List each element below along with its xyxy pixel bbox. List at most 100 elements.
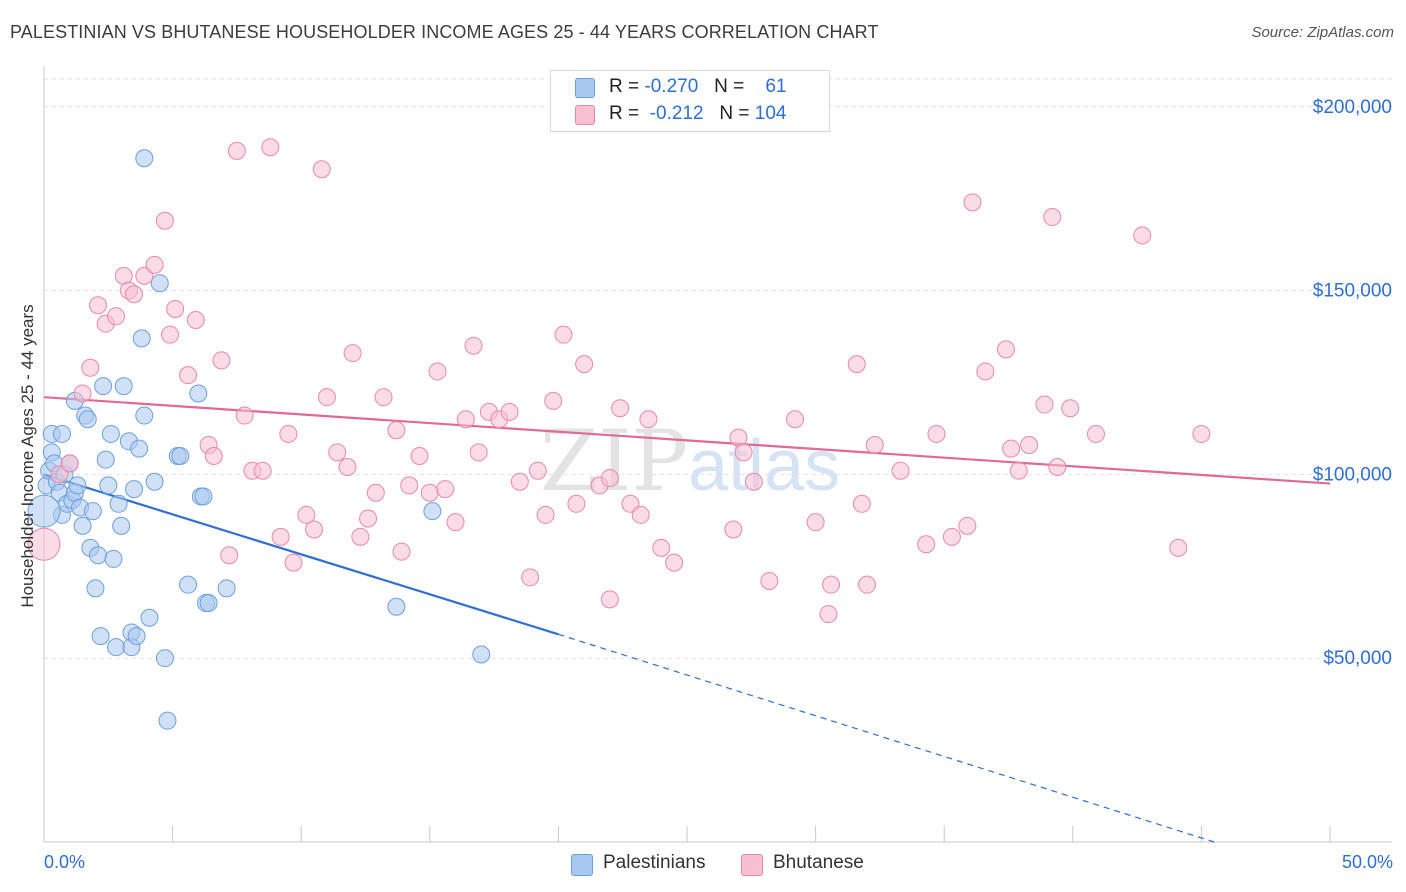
data-point-palestinians xyxy=(89,546,108,565)
y-tick-label: $100,000 xyxy=(1313,464,1392,485)
data-point-bhutanese xyxy=(212,351,231,370)
legend-swatch-bhutanese xyxy=(741,854,763,876)
correlation-legend: R = -0.270 N = 61 R = -0.212 N = 104 xyxy=(550,70,830,132)
data-point-palestinians xyxy=(135,406,154,425)
data-point-palestinians xyxy=(83,502,102,521)
data-point-bhutanese xyxy=(724,520,743,539)
data-point-bhutanese xyxy=(575,355,594,374)
r-label: R = xyxy=(609,103,640,124)
data-point-palestinians xyxy=(132,329,151,348)
data-point-palestinians xyxy=(101,424,120,443)
trend-extension-palestinians xyxy=(558,633,1215,843)
data-point-palestinians xyxy=(53,424,72,443)
data-point-bhutanese xyxy=(227,141,246,160)
data-point-bhutanese xyxy=(528,461,547,480)
r-value-palestinians: -0.270 xyxy=(644,76,699,97)
data-point-palestinians xyxy=(199,594,218,613)
data-point-palestinians xyxy=(96,450,115,469)
data-point-bhutanese xyxy=(235,406,254,425)
data-point-bhutanese xyxy=(1061,399,1080,418)
data-point-bhutanese xyxy=(652,538,671,557)
data-point-bhutanese xyxy=(510,472,529,491)
data-point-bhutanese xyxy=(50,465,69,484)
y-axis-label: Householder Income Ages 25 - 44 years xyxy=(18,304,37,608)
y-tick-label: $50,000 xyxy=(1323,648,1392,669)
data-point-bhutanese xyxy=(600,590,619,609)
data-point-bhutanese xyxy=(847,355,866,374)
data-point-bhutanese xyxy=(1009,461,1028,480)
data-point-bhutanese xyxy=(428,362,447,381)
watermark-zip: ZIP xyxy=(540,412,688,510)
data-point-bhutanese xyxy=(338,458,357,477)
data-point-bhutanese xyxy=(1086,424,1105,443)
data-point-bhutanese xyxy=(387,421,406,440)
legend-label-bhutanese: Bhutanese xyxy=(773,852,864,873)
data-point-bhutanese xyxy=(500,402,519,421)
data-point-palestinians xyxy=(112,516,131,535)
data-point-palestinians xyxy=(217,579,236,598)
data-point-bhutanese xyxy=(359,509,378,528)
x-tick-max: 50.0% xyxy=(1341,852,1393,872)
r-value-bhutanese: -0.212 xyxy=(649,103,704,124)
data-point-palestinians xyxy=(104,549,123,568)
data-point-palestinians xyxy=(179,575,198,594)
data-point-palestinians xyxy=(125,480,144,499)
data-point-bhutanese xyxy=(1035,395,1054,414)
series-bhutanese xyxy=(27,138,1211,624)
y-tick-label: $200,000 xyxy=(1313,97,1392,118)
y-tick-label: $150,000 xyxy=(1313,281,1392,302)
chart-title: PALESTINIAN VS BHUTANESE HOUSEHOLDER INC… xyxy=(10,22,879,42)
data-point-palestinians xyxy=(135,149,154,168)
data-point-bhutanese xyxy=(852,494,871,513)
data-point-palestinians xyxy=(472,645,491,664)
data-point-bhutanese xyxy=(631,505,650,524)
data-point-bhutanese xyxy=(865,435,884,454)
data-point-bhutanese xyxy=(220,546,239,565)
data-point-bhutanese xyxy=(343,344,362,363)
data-point-bhutanese xyxy=(996,340,1015,359)
data-point-bhutanese xyxy=(456,410,475,429)
data-point-bhutanese xyxy=(186,310,205,329)
data-point-bhutanese xyxy=(917,535,936,554)
data-point-bhutanese xyxy=(639,410,658,429)
trend-line-bhutanese xyxy=(43,396,1331,485)
data-point-bhutanese xyxy=(161,325,180,344)
data-point-bhutanese xyxy=(858,575,877,594)
data-point-bhutanese xyxy=(822,575,841,594)
trend-line-palestinians xyxy=(43,473,559,636)
data-point-bhutanese xyxy=(521,568,540,587)
series-palestinians xyxy=(27,149,491,730)
data-point-bhutanese xyxy=(976,362,995,381)
data-point-bhutanese xyxy=(760,571,779,590)
n-value-palestinians: 61 xyxy=(765,76,787,97)
data-point-bhutanese xyxy=(958,516,977,535)
r-label: R = xyxy=(609,76,640,97)
data-point-palestinians xyxy=(99,476,118,495)
data-point-bhutanese xyxy=(284,553,303,572)
data-point-palestinians xyxy=(127,627,146,646)
data-point-palestinians xyxy=(114,377,133,396)
data-point-bhutanese xyxy=(963,193,982,212)
data-point-bhutanese xyxy=(567,494,586,513)
data-point-bhutanese xyxy=(544,391,563,410)
y-tick-labels: $50,000 $100,000 $150,000 $200,000 xyxy=(1313,97,1392,669)
data-point-bhutanese xyxy=(1133,226,1152,245)
data-point-bhutanese xyxy=(536,505,555,524)
n-label: N = xyxy=(719,103,750,124)
data-point-bhutanese xyxy=(734,443,753,462)
data-point-bhutanese xyxy=(927,424,946,443)
data-point-bhutanese xyxy=(400,476,419,495)
data-point-palestinians xyxy=(73,516,92,535)
data-point-bhutanese xyxy=(446,513,465,532)
data-point-bhutanese xyxy=(1002,439,1021,458)
data-point-bhutanese xyxy=(179,366,198,385)
data-point-bhutanese xyxy=(1192,424,1211,443)
data-point-bhutanese xyxy=(786,410,805,429)
data-point-bhutanese xyxy=(392,542,411,561)
data-point-bhutanese xyxy=(297,505,316,524)
data-point-palestinians xyxy=(145,472,164,491)
data-point-bhutanese xyxy=(135,266,154,285)
data-point-bhutanese xyxy=(611,399,630,418)
data-point-palestinians xyxy=(189,384,208,403)
